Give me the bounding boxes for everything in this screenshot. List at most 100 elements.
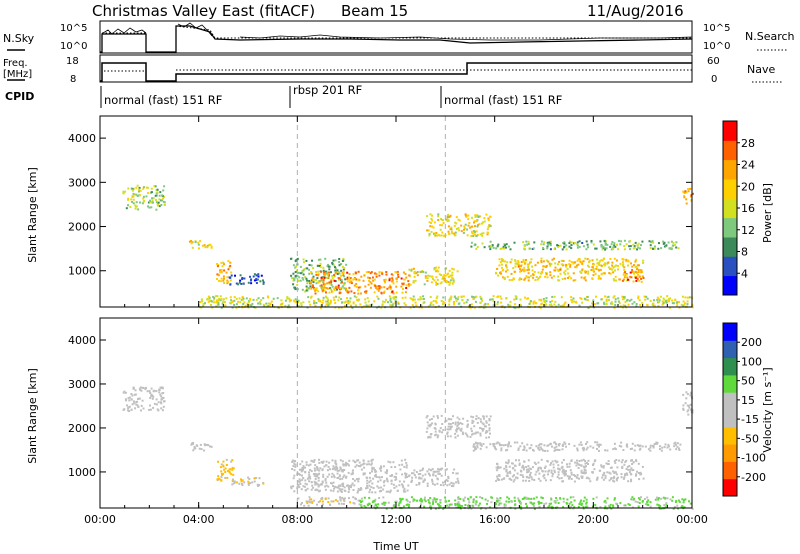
velocity-cell bbox=[371, 482, 374, 485]
power-cell bbox=[309, 285, 312, 288]
power-cell bbox=[479, 295, 482, 298]
velocity-cell bbox=[352, 459, 355, 462]
velocity-cell bbox=[429, 423, 432, 426]
power-cell bbox=[207, 295, 210, 298]
power-cell bbox=[312, 275, 315, 278]
velocity-cell bbox=[533, 497, 535, 500]
velocity-cell bbox=[615, 459, 618, 461]
power-cell bbox=[124, 190, 126, 193]
velocity-cell bbox=[528, 476, 531, 479]
power-cell bbox=[623, 239, 626, 242]
power-cell bbox=[491, 298, 494, 301]
velocity-cell bbox=[562, 443, 565, 446]
velocity-cell bbox=[479, 432, 482, 435]
power-cell bbox=[692, 192, 694, 195]
velocity-cell bbox=[207, 444, 210, 447]
velocity-cell bbox=[671, 496, 674, 499]
velocity-cell bbox=[389, 475, 392, 477]
power-cell bbox=[510, 272, 513, 275]
velocity-cell bbox=[153, 402, 156, 405]
velocity-region bbox=[408, 467, 460, 488]
velocity-cell bbox=[386, 478, 389, 481]
velocity-cell bbox=[442, 429, 445, 431]
power-cell bbox=[374, 285, 377, 288]
power-cell bbox=[141, 202, 144, 205]
power-cell bbox=[221, 302, 224, 305]
power-cell bbox=[150, 191, 153, 194]
power-cell bbox=[507, 303, 510, 306]
power-cell bbox=[605, 300, 608, 303]
power-cell bbox=[619, 262, 622, 265]
velocity-cell bbox=[522, 476, 525, 479]
power-cell bbox=[646, 304, 649, 307]
power-cell bbox=[430, 301, 433, 304]
power-cell bbox=[444, 267, 447, 270]
power-cell bbox=[637, 271, 640, 274]
power-cell bbox=[488, 224, 491, 227]
power-cell bbox=[616, 243, 618, 246]
velocity-cell bbox=[503, 503, 506, 506]
velocity-cell bbox=[383, 501, 385, 504]
velocity-cell bbox=[436, 436, 439, 439]
power-cell bbox=[233, 296, 236, 299]
velocity-cell bbox=[505, 469, 508, 471]
velocity-cell bbox=[578, 503, 581, 505]
power-cell bbox=[405, 276, 408, 279]
velocity-cell bbox=[359, 499, 362, 502]
velocity-cell bbox=[579, 501, 582, 504]
velocity-cell bbox=[652, 444, 655, 447]
power-colorbar-tick-label: 28 bbox=[741, 137, 755, 150]
power-cell bbox=[549, 244, 552, 247]
power-cell bbox=[424, 277, 427, 280]
power-cell bbox=[569, 240, 571, 243]
velocity-cell bbox=[519, 505, 522, 508]
power-cell bbox=[659, 295, 662, 298]
velocity-cell bbox=[162, 405, 165, 408]
power-cell bbox=[514, 262, 517, 265]
power-cell bbox=[239, 301, 242, 304]
power-cell bbox=[395, 271, 398, 274]
velocity-cell bbox=[385, 490, 388, 493]
power-cell bbox=[331, 277, 334, 280]
power-cell bbox=[448, 298, 451, 301]
power-cell bbox=[439, 224, 442, 227]
power-cell bbox=[381, 271, 383, 274]
velocity-cell bbox=[613, 460, 616, 463]
velocity-cell bbox=[682, 408, 685, 411]
power-cell bbox=[310, 271, 313, 274]
power-cell bbox=[142, 195, 145, 198]
velocity-cell bbox=[371, 491, 374, 494]
power-cell bbox=[566, 267, 569, 270]
power-cell bbox=[564, 301, 567, 304]
power-cell bbox=[357, 299, 360, 301]
power-cell bbox=[444, 274, 447, 277]
power-cell bbox=[445, 218, 448, 221]
velocity-cell bbox=[525, 449, 528, 452]
power-cell bbox=[483, 304, 486, 307]
power-cell bbox=[413, 270, 416, 273]
power-cell bbox=[609, 272, 612, 275]
power-cell bbox=[605, 247, 608, 250]
power-cell bbox=[618, 278, 621, 281]
velocity-cell bbox=[599, 506, 602, 508]
power-cell bbox=[162, 197, 165, 200]
power-cell bbox=[431, 225, 434, 228]
power-cell bbox=[636, 248, 638, 251]
power-cell bbox=[585, 248, 588, 251]
velocity-cell bbox=[527, 459, 530, 462]
power-cell bbox=[371, 276, 374, 279]
velocity-cell bbox=[339, 478, 342, 481]
power-cell bbox=[206, 245, 209, 247]
power-cell bbox=[354, 278, 357, 281]
velocity-cell bbox=[480, 420, 482, 423]
velocity-cell bbox=[450, 418, 453, 421]
velocity-cell bbox=[152, 406, 155, 409]
velocity-cell bbox=[418, 499, 421, 502]
velocity-cell bbox=[564, 442, 567, 445]
velocity-cell bbox=[140, 389, 143, 392]
velocity-cell bbox=[468, 501, 471, 504]
power-cell bbox=[319, 284, 322, 287]
power-cell bbox=[237, 300, 240, 303]
power-cell bbox=[642, 277, 645, 279]
